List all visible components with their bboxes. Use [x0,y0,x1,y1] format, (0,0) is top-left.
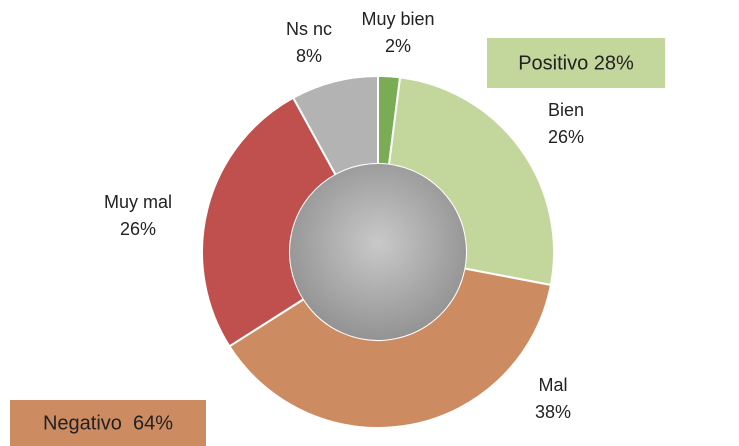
slice-label: Bien [548,100,584,120]
slice-value-label: 26% [548,127,584,147]
center-photo [290,164,466,340]
slice-label: Mal [538,375,567,395]
annotation-box [487,38,665,88]
donut-slice [228,267,553,429]
annotation-text: Positivo 28% [518,52,634,74]
slice-label: Ns nc [286,19,332,39]
slice-label: Muy mal [104,192,172,212]
annotation-box [10,400,206,446]
slice-value-label: 38% [535,402,571,422]
annotation-text: Negativo 64% [43,412,173,434]
slice-value-label: 26% [120,219,156,239]
slice-label: Muy bien [361,9,434,29]
slice-value-label: 8% [296,46,322,66]
slice-value-label: 2% [385,36,411,56]
